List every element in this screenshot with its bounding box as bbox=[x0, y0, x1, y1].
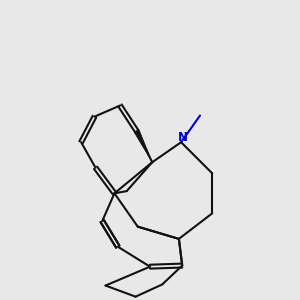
Polygon shape bbox=[134, 130, 152, 162]
Text: N: N bbox=[178, 131, 188, 144]
